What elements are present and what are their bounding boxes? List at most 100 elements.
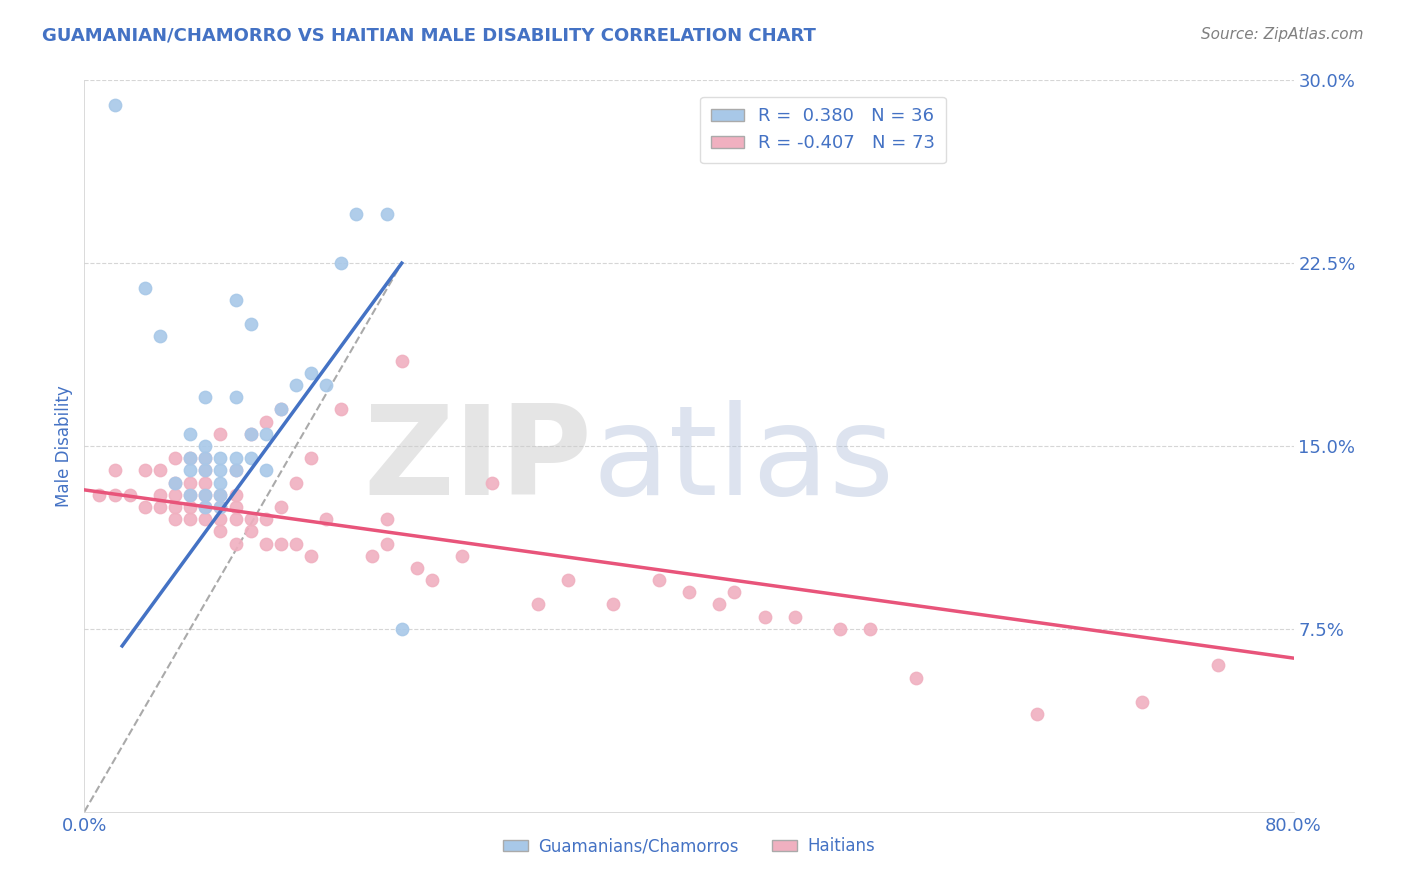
Point [209,426,232,441]
Point [270,402,292,417]
Point [179,451,201,466]
Point [299,549,322,563]
Point [179,463,201,477]
Point [225,463,247,477]
Point [225,512,247,526]
Y-axis label: Male Disability: Male Disability [55,385,73,507]
Point [104,463,127,477]
Point [285,475,308,490]
Point [239,426,262,441]
Point [194,500,217,514]
Point [254,463,277,477]
Point [165,475,187,490]
Point [118,488,141,502]
Point [209,500,232,514]
Point [254,426,277,441]
Point [648,573,671,587]
Point [209,512,232,526]
Point [209,488,232,502]
Point [254,415,277,429]
Point [194,475,217,490]
Point [179,488,201,502]
Point [209,475,232,490]
Point [330,402,353,417]
Point [1206,658,1229,673]
Point [194,390,217,404]
Point [375,512,398,526]
Point [904,671,927,685]
Text: Source: ZipAtlas.com: Source: ZipAtlas.com [1201,27,1364,42]
Point [149,463,172,477]
Point [194,451,217,466]
Point [330,256,353,270]
Point [315,378,337,392]
Point [299,366,322,380]
Point [134,463,156,477]
Point [165,451,187,466]
Point [225,451,247,466]
Point [134,500,156,514]
Point [391,622,413,636]
Point [299,451,322,466]
Point [179,451,201,466]
Point [165,512,187,526]
Point [179,426,201,441]
Point [225,293,247,307]
Point [179,512,201,526]
Point [194,488,217,502]
Point [194,463,217,477]
Point [391,353,413,368]
Point [165,488,187,502]
Point [179,475,201,490]
Point [179,500,201,514]
Point [225,488,247,502]
Point [451,549,474,563]
Point [285,536,308,550]
Point [270,402,292,417]
Point [270,536,292,550]
Point [194,439,217,453]
Point [194,451,217,466]
Point [285,378,308,392]
Point [209,488,232,502]
Point [104,97,127,112]
Point [209,524,232,539]
Point [678,585,700,599]
Point [239,451,262,466]
Point [209,463,232,477]
Point [134,280,156,294]
Point [239,524,262,539]
Point [360,549,382,563]
Point [194,500,217,514]
Point [165,475,187,490]
Point [375,536,398,550]
Point [239,426,262,441]
Point [602,598,624,612]
Point [194,463,217,477]
Point [1025,707,1047,722]
Text: atlas: atlas [592,401,894,521]
Text: ZIP: ZIP [364,401,592,521]
Point [783,609,806,624]
Point [375,207,398,221]
Point [194,488,217,502]
Point [420,573,443,587]
Point [254,512,277,526]
Point [239,317,262,331]
Point [225,500,247,514]
Point [209,500,232,514]
Point [346,207,368,221]
Point [254,536,277,550]
Point [149,488,172,502]
Point [859,622,882,636]
Point [165,500,187,514]
Point [149,500,172,514]
Text: GUAMANIAN/CHAMORRO VS HAITIAN MALE DISABILITY CORRELATION CHART: GUAMANIAN/CHAMORRO VS HAITIAN MALE DISAB… [42,27,815,45]
Point [179,488,201,502]
Point [481,475,503,490]
Point [830,622,852,636]
Point [709,598,731,612]
Point [1130,695,1153,709]
Point [89,488,111,502]
Point [149,329,172,343]
